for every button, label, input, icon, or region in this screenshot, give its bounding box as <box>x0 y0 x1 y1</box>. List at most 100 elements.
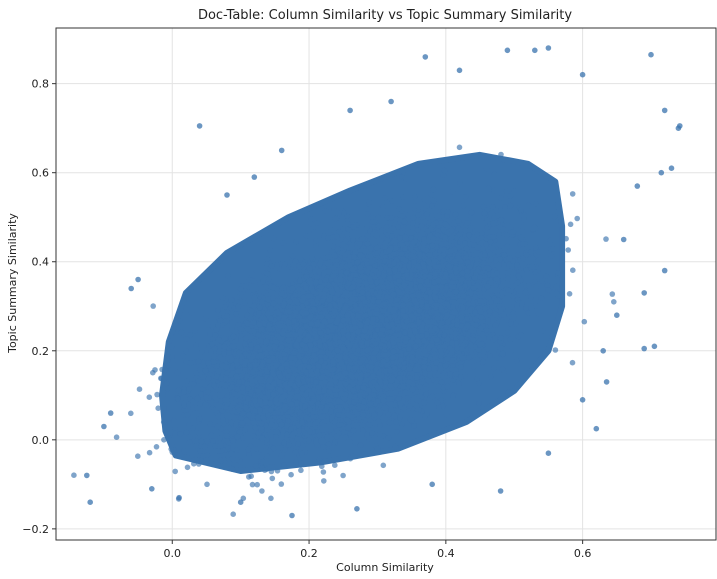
scatter-point <box>264 261 270 267</box>
scatter-point <box>168 333 174 339</box>
scatter-point <box>426 220 432 226</box>
scatter-point <box>258 446 264 453</box>
scatter-point <box>469 247 476 253</box>
scatter-point <box>505 276 511 282</box>
scatter-point <box>202 315 209 322</box>
scatter-point <box>233 294 240 300</box>
scatter-point <box>234 447 240 453</box>
scatter-point <box>491 187 497 194</box>
scatter-point <box>344 231 351 238</box>
scatter-point <box>163 380 170 387</box>
scatter-point <box>480 246 486 252</box>
scatter-point <box>419 378 426 385</box>
scatter-point <box>340 429 347 436</box>
scatter-point <box>321 478 327 484</box>
scatter-point <box>280 240 287 246</box>
scatter-point <box>397 414 403 421</box>
scatter-point <box>245 446 251 453</box>
scatter-point <box>208 348 214 355</box>
scatter-point <box>377 410 383 417</box>
scatter-point <box>467 241 473 247</box>
scatter-point <box>257 273 264 280</box>
scatter-point <box>346 424 352 431</box>
scatter-point <box>183 348 189 355</box>
scatter-point <box>135 453 141 460</box>
scatter-point <box>389 198 396 204</box>
scatter-point <box>155 405 161 412</box>
scatter-point <box>453 340 459 347</box>
scatter-point <box>359 422 366 428</box>
scatter-point <box>512 320 519 327</box>
scatter-point <box>485 265 492 272</box>
scatter-point <box>264 436 270 443</box>
scatter-point <box>328 408 335 415</box>
scatter-point <box>438 379 445 386</box>
scatter-point <box>533 283 539 290</box>
scatter-point <box>184 378 190 385</box>
scatter-point <box>264 256 271 263</box>
scatter-point <box>194 395 201 402</box>
scatter-point <box>195 378 202 384</box>
scatter-point <box>242 283 249 289</box>
scatter-point <box>457 180 463 187</box>
scatter-point <box>297 256 304 263</box>
scatter-point <box>435 371 441 378</box>
scatter-point <box>253 446 260 452</box>
scatter-point <box>412 193 418 200</box>
scatter-point <box>464 220 471 226</box>
scatter-point <box>194 405 200 411</box>
scatter-point <box>178 329 185 336</box>
scatter-point <box>228 301 234 308</box>
scatter-point <box>504 222 511 228</box>
scatter-point <box>336 422 342 428</box>
scatter-point <box>470 363 477 370</box>
scatter-point <box>266 276 272 282</box>
scatter-point <box>405 224 412 231</box>
scatter-point <box>468 290 474 297</box>
scatter-point <box>449 188 456 195</box>
scatter-point <box>274 468 281 474</box>
scatter-point <box>548 252 555 259</box>
scatter-point <box>544 282 551 289</box>
scatter-point <box>214 363 220 370</box>
scatter-point <box>183 429 190 436</box>
scatter-point <box>193 438 200 445</box>
scatter-point <box>493 282 499 289</box>
scatter-point <box>428 192 435 198</box>
scatter-point <box>215 448 222 454</box>
scatter-point <box>483 241 489 247</box>
scatter-point <box>352 439 359 446</box>
scatter-point <box>553 283 560 290</box>
scatter-point <box>350 427 357 434</box>
scatter-point <box>331 207 337 214</box>
scatter-point <box>504 243 511 250</box>
scatter-point <box>293 459 299 465</box>
scatter-point <box>177 431 184 437</box>
scatter-point <box>563 235 569 242</box>
scatter-point <box>212 394 218 401</box>
scatter-point <box>528 294 534 301</box>
scatter-point <box>219 295 226 301</box>
scatter-point <box>574 215 580 222</box>
scatter-point <box>196 416 203 422</box>
scatter-point <box>332 439 338 445</box>
points-layer <box>71 45 683 519</box>
scatter-point <box>508 304 515 310</box>
scatter-point <box>480 203 487 210</box>
scatter-point <box>364 412 371 419</box>
scatter-point <box>228 297 235 304</box>
scatter-point <box>551 213 558 220</box>
scatter-point <box>229 466 236 473</box>
scatter-point <box>533 244 539 251</box>
scatter-point <box>207 421 213 427</box>
scatter-point <box>198 438 205 445</box>
scatter-point <box>71 472 77 479</box>
scatter-point <box>302 446 308 453</box>
scatter-point <box>476 380 482 387</box>
scatter-point <box>226 425 232 432</box>
scatter-point <box>197 367 203 373</box>
scatter-point <box>278 452 285 459</box>
scatter-point <box>196 461 202 467</box>
scatter-point <box>187 360 194 366</box>
